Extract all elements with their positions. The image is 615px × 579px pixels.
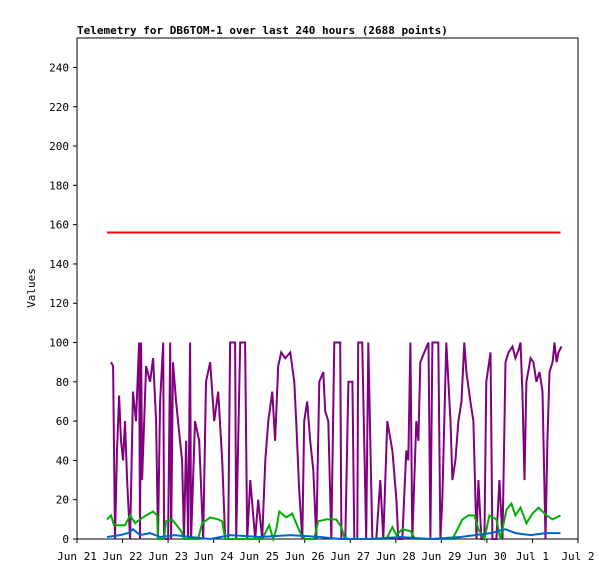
y-tick-label: 180 <box>49 179 69 192</box>
y-tick-label: 40 <box>56 454 69 467</box>
x-tick-label: Jul 2 <box>561 550 594 563</box>
x-tick-label: Jul 1 <box>516 550 549 563</box>
y-tick-label: 20 <box>56 494 69 507</box>
x-tick-label: Jun 29 <box>421 550 461 563</box>
x-tick-label: Jun 23 <box>148 550 188 563</box>
x-tick-label: Jun 28 <box>376 550 416 563</box>
x-tick-label: Jun 25 <box>239 550 279 563</box>
y-axis-label: Values <box>25 268 38 308</box>
y-tick-label: 100 <box>49 337 69 350</box>
x-tick-label: Jun 27 <box>330 550 370 563</box>
x-tick-label: Jun 30 <box>467 550 507 563</box>
series-line <box>106 527 561 541</box>
series-line <box>106 501 561 543</box>
x-tick-label: Jun 26 <box>285 550 325 563</box>
plot-frame <box>76 37 579 540</box>
y-tick-label: 60 <box>56 415 69 428</box>
y-tick-label: 240 <box>49 61 69 74</box>
chart-title: Telemetry for DB6TOM-1 over last 240 hou… <box>77 24 448 37</box>
x-tick-label: Jun 24 <box>194 550 234 563</box>
y-tick-label: 140 <box>49 258 69 271</box>
y-tick-label: 160 <box>49 219 69 232</box>
y-tick-label: 0 <box>62 533 69 546</box>
y-tick-label: 120 <box>49 297 69 310</box>
y-tick-label: 220 <box>49 101 69 114</box>
x-tick-label: Jun 21 <box>57 550 97 563</box>
y-tick-label: 200 <box>49 140 69 153</box>
x-tick-label: Jun 22 <box>103 550 143 563</box>
y-tick-label: 80 <box>56 376 69 389</box>
